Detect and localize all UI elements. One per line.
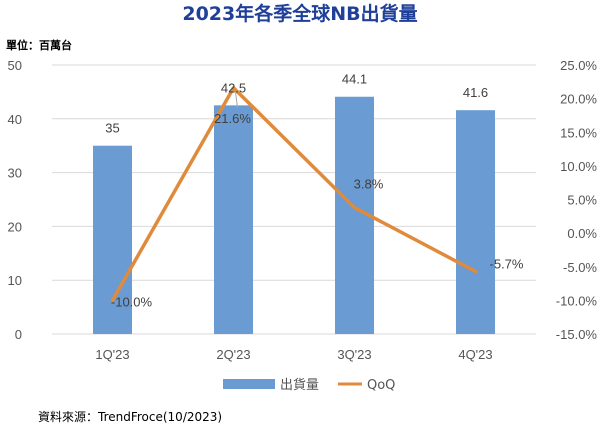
y-left-tick-label: 30 (8, 166, 22, 181)
y-right-tick-label: 10.0% (560, 159, 597, 174)
y-right-tick-label: -5.0% (563, 260, 597, 275)
qoq-line-series (110, 86, 478, 303)
gridlines (52, 64, 536, 335)
bar-value-label: 42.5 (221, 80, 246, 95)
y-axis-left: 0 10 20 30 40 50 (8, 58, 22, 342)
source-note: 資料來源：TrendFroce(10/2023) (38, 410, 222, 424)
y-right-tick-label: 15.0% (560, 125, 597, 140)
x-tick-label: 3Q'23 (337, 347, 371, 362)
qoq-value-label: 3.8% (354, 177, 384, 192)
legend-label-line: QoQ (367, 378, 395, 393)
bar (456, 110, 495, 334)
bar-series (93, 96, 495, 334)
x-tick-label: 4Q'23 (458, 347, 492, 362)
x-tick-label: 1Q'23 (95, 347, 129, 362)
legend-swatch-bars (223, 379, 275, 389)
y-left-tick-label: 10 (8, 273, 22, 288)
y-left-tick-label: 20 (8, 219, 22, 234)
qoq-line (110, 86, 478, 303)
bar (214, 105, 253, 334)
y-right-tick-label: -15.0% (556, 327, 598, 342)
y-left-tick-label: 40 (8, 112, 22, 127)
y-right-tick-label: 20.0% (560, 92, 597, 107)
bar (93, 145, 132, 334)
bar-value-label: 41.6 (463, 85, 488, 100)
y-right-tick-label: 0.0% (567, 226, 597, 241)
label-leader-line (235, 91, 238, 108)
y-axis-right: -15.0% -10.0% -5.0% 0.0% 5.0% 10.0% 15.0% 20.0%… (556, 58, 598, 342)
y-right-tick-label: 5.0% (567, 193, 597, 208)
data-labels: 35 42.5 44.1 41.6 -10.0% 21.6% 3.8% -5.7% (105, 72, 524, 310)
legend: 出貨量 QoQ (223, 377, 395, 393)
y-right-tick-label: -10.0% (556, 293, 598, 308)
qoq-value-label: -5.7% (490, 256, 524, 271)
x-tick-label: 2Q'23 (216, 347, 250, 362)
y-left-tick-label: 50 (8, 58, 22, 73)
x-axis: 1Q'23 2Q'23 3Q'23 4Q'23 (95, 347, 492, 362)
y-right-tick-label: 25.0% (560, 58, 597, 73)
legend-label-bars: 出貨量 (280, 377, 319, 393)
unit-label: 單位：百萬台 (6, 38, 72, 52)
qoq-value-label: -10.0% (111, 294, 153, 309)
bar-value-label: 44.1 (342, 72, 367, 87)
bar-value-label: 35 (105, 121, 119, 136)
qoq-value-label: 21.6% (214, 111, 251, 126)
chart-title: 2023年各季全球NB出貨量 (182, 2, 417, 25)
y-left-tick-label: 0 (15, 327, 22, 342)
